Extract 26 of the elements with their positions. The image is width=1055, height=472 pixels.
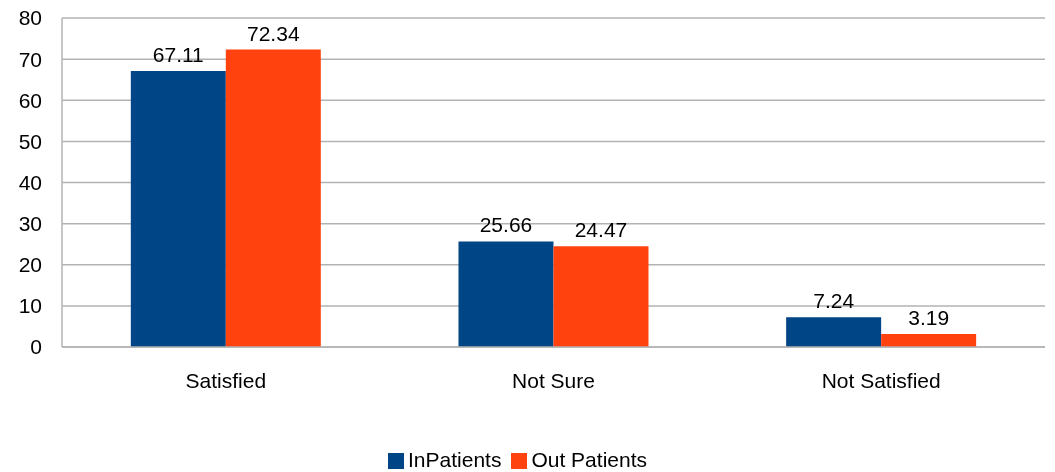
bar xyxy=(881,333,977,347)
bar xyxy=(130,71,226,347)
bar xyxy=(458,241,554,347)
data-label: 24.47 xyxy=(574,218,628,242)
data-label: 67.11 xyxy=(152,43,204,67)
data-label: 72.34 xyxy=(247,21,300,45)
bar xyxy=(553,246,649,347)
bar xyxy=(225,49,321,347)
x-tick-label: Not Sure xyxy=(512,368,595,392)
y-tick-label: 60 xyxy=(18,88,42,112)
data-label: 7.24 xyxy=(813,289,855,313)
y-tick-label: 70 xyxy=(18,47,42,71)
y-tick-label: 0 xyxy=(30,335,42,359)
legend-label: InPatients xyxy=(408,448,502,471)
y-tick-label: 20 xyxy=(18,253,42,277)
data-label: 3.19 xyxy=(908,305,950,329)
y-tick-label: 40 xyxy=(18,170,42,194)
data-label: 25.66 xyxy=(479,213,533,237)
y-tick-label: 80 xyxy=(18,6,42,30)
y-tick-label: 10 xyxy=(18,294,42,318)
x-tick-label: Satisfied xyxy=(185,368,267,392)
bar xyxy=(786,317,882,347)
y-tick-label: 30 xyxy=(18,212,42,236)
x-tick-label: Not Satisfied xyxy=(821,368,941,392)
legend-label: Out Patients xyxy=(531,448,647,471)
y-tick-label: 50 xyxy=(18,129,42,153)
